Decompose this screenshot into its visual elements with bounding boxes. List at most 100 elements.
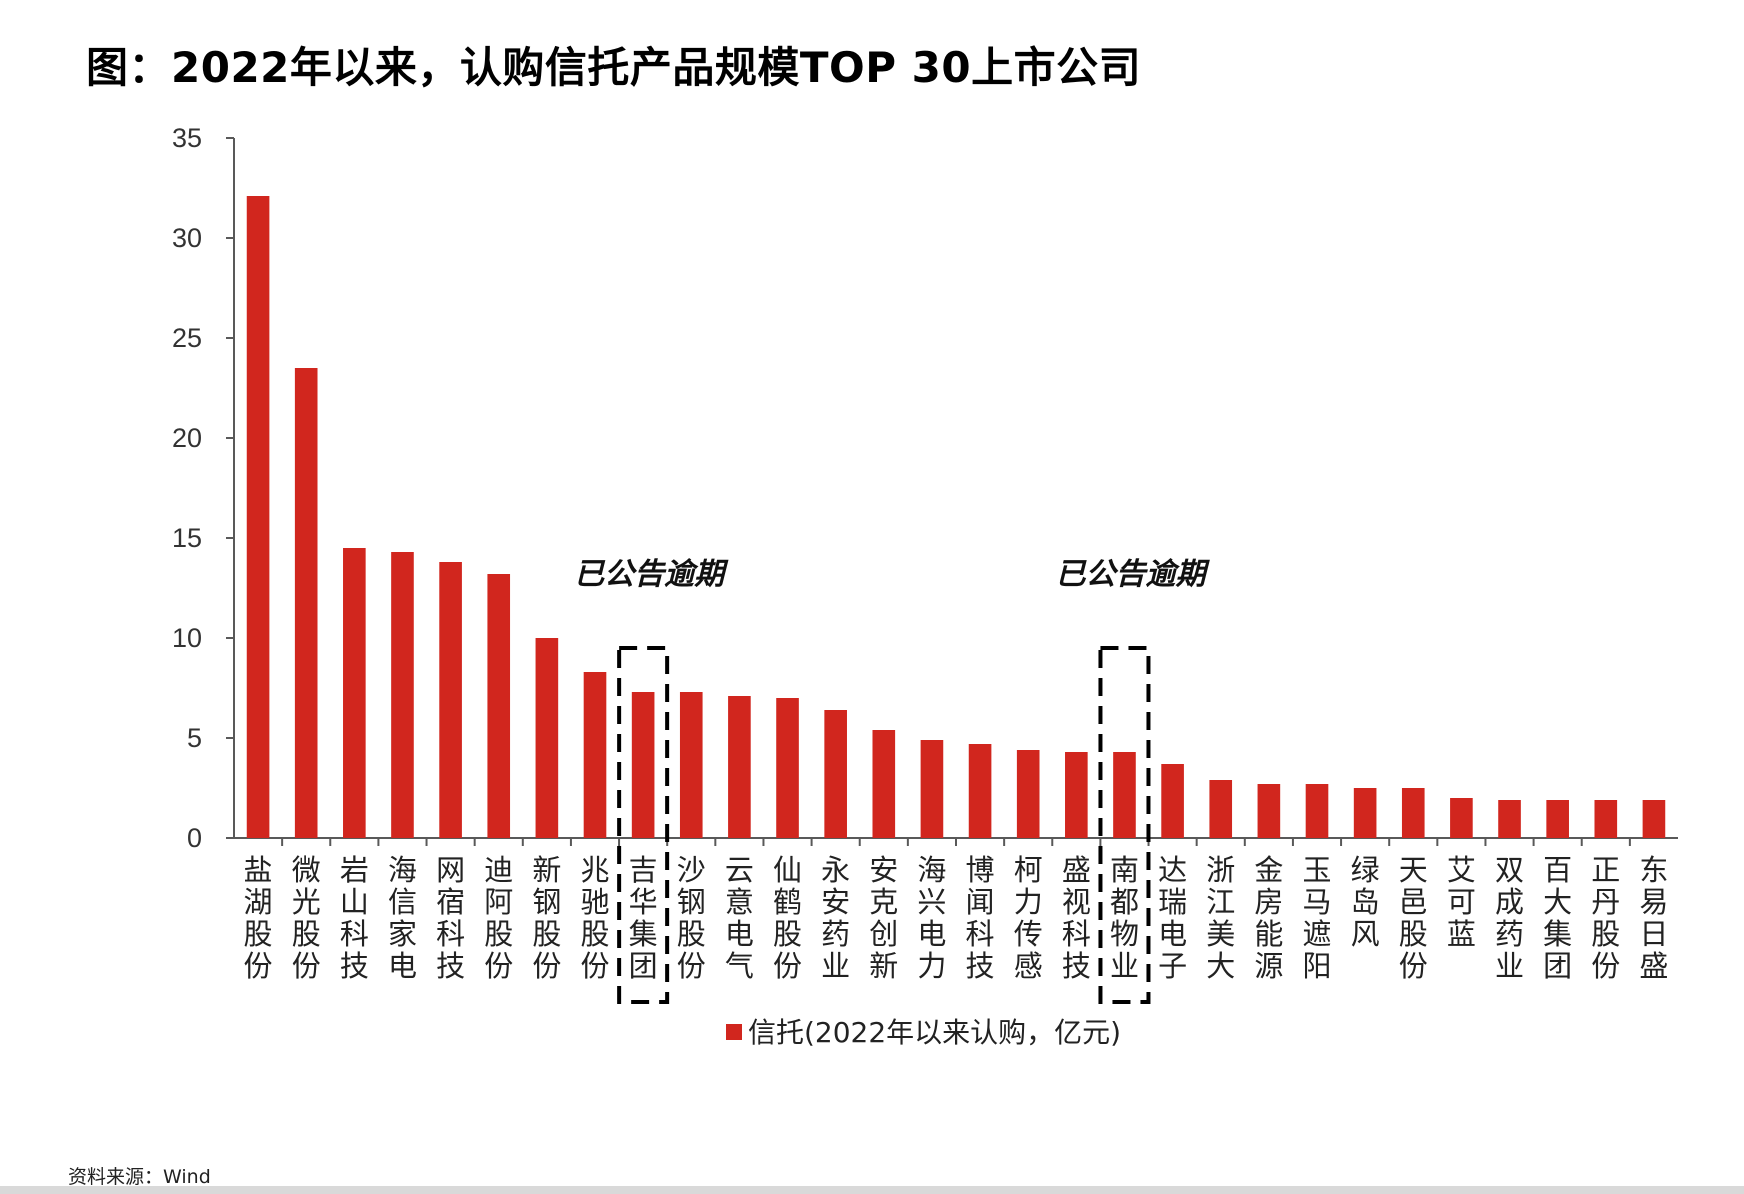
bar [920,740,944,838]
svg-text:兆: 兆 [580,853,609,887]
legend-swatch [726,1024,742,1040]
svg-text:股: 股 [244,917,273,951]
svg-text:马: 马 [1302,885,1331,919]
svg-text:光: 光 [292,885,321,919]
svg-text:能: 能 [1254,917,1283,951]
svg-text:份: 份 [292,949,321,983]
svg-text:新: 新 [532,853,561,887]
svg-text:正: 正 [1591,853,1620,887]
bar [535,638,559,838]
svg-text:团: 团 [629,949,658,983]
svg-text:电: 电 [1158,917,1187,951]
svg-text:盐: 盐 [244,853,273,887]
svg-text:兴: 兴 [917,885,946,919]
svg-text:传: 传 [1014,917,1043,951]
svg-text:团: 团 [1543,949,1572,983]
svg-text:吉: 吉 [629,853,658,887]
x-tick-label: 艾可蓝 [1447,853,1476,951]
svg-text:份: 份 [580,949,609,983]
svg-text:股: 股 [677,917,706,951]
y-tick-label: 10 [172,623,202,653]
svg-text:创: 创 [869,917,898,951]
svg-text:药: 药 [821,917,850,951]
svg-text:玉: 玉 [1302,853,1331,887]
svg-text:安: 安 [869,853,898,887]
bar [728,696,751,838]
bar [679,692,703,838]
bar [343,548,366,838]
bar [583,672,607,838]
svg-text:视: 视 [1062,885,1091,919]
svg-text:气: 气 [725,949,754,983]
svg-text:电: 电 [725,917,754,951]
y-axis-ticks: 0 5 10 15 20 25 30 35 [172,123,234,853]
svg-text:可: 可 [1447,885,1476,919]
page-title: 图：2022年以来，认购信托产品规模TOP 30上市公司 [86,43,1142,92]
svg-text:博: 博 [966,853,995,887]
svg-text:房: 房 [1254,885,1283,919]
svg-text:科: 科 [340,917,369,951]
svg-text:永: 永 [821,853,850,887]
svg-text:阳: 阳 [1302,949,1331,983]
svg-text:丹: 丹 [1591,885,1620,919]
svg-text:电: 电 [388,949,417,983]
svg-text:迪: 迪 [484,853,513,887]
svg-text:克: 克 [869,885,898,919]
svg-text:大: 大 [1206,949,1235,983]
bar [1257,784,1281,838]
y-tick-label: 35 [172,123,202,153]
bar [391,552,414,838]
svg-text:电: 电 [917,917,946,951]
y-tick-label: 30 [172,223,202,253]
bar [1498,800,1521,838]
legend-label: 信托(2022年以来认购，亿元) [748,1016,1121,1049]
legend: 信托(2022年以来认购，亿元) [726,1016,1121,1049]
svg-text:技: 技 [436,949,465,983]
dashed-highlight-box [1098,646,1151,1004]
bar [1305,784,1329,838]
svg-text:风: 风 [1351,917,1380,951]
svg-text:子: 子 [1158,949,1187,983]
source-note: 资料来源：Wind [68,1166,211,1188]
bar [631,692,655,838]
svg-text:股: 股 [532,917,561,951]
svg-text:沙: 沙 [677,853,706,887]
svg-text:份: 份 [1591,949,1620,983]
svg-text:山: 山 [340,885,369,919]
svg-text:业: 业 [821,949,850,983]
bar [1113,752,1136,838]
svg-text:成: 成 [1495,885,1524,919]
annotation-label: 已公告逾期 [574,557,729,592]
bar [1450,798,1473,838]
svg-text:华: 华 [629,885,658,919]
svg-text:技: 技 [1062,949,1091,983]
svg-text:岩: 岩 [340,853,369,887]
svg-text:股: 股 [773,917,802,951]
svg-text:股: 股 [1399,917,1428,951]
svg-text:东: 东 [1639,853,1668,887]
svg-text:闻: 闻 [966,885,995,919]
svg-text:湖: 湖 [244,885,273,919]
svg-text:邑: 邑 [1399,885,1428,919]
svg-text:日: 日 [1639,917,1668,951]
y-tick-label: 25 [172,323,202,353]
svg-text:份: 份 [773,949,802,983]
svg-text:份: 份 [1399,949,1428,983]
bar [1594,800,1618,838]
svg-text:新: 新 [869,949,898,983]
svg-text:都: 都 [1110,885,1139,919]
